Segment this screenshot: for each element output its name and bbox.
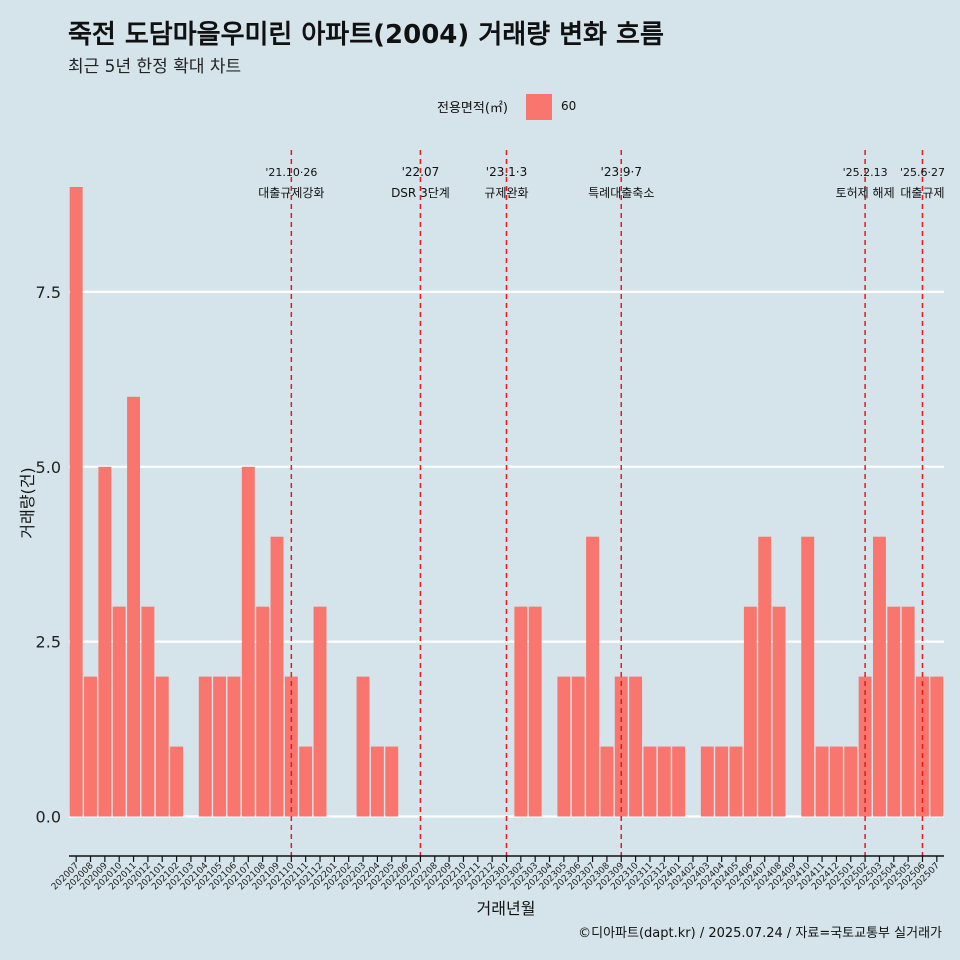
- bar: [370, 746, 384, 817]
- event-label: 규제완화: [484, 186, 528, 200]
- bar: [213, 676, 227, 817]
- bar: [299, 746, 313, 817]
- legend-key: [526, 94, 552, 120]
- chart-title: 죽전 도담마을우미린 아파트(2004) 거래량 변화 흐름: [68, 20, 664, 50]
- bar: [170, 746, 184, 817]
- bar: [155, 676, 169, 817]
- event-label: DSR 3단계: [391, 186, 450, 200]
- bar: [557, 676, 571, 817]
- bar: [643, 746, 657, 817]
- bar: [829, 746, 843, 817]
- bar: [772, 606, 786, 817]
- bar: [256, 606, 270, 817]
- event-label: 대출규제: [900, 186, 944, 200]
- bar: [198, 676, 212, 817]
- bar: [672, 746, 686, 817]
- bar: [901, 606, 915, 817]
- event-date-label: '23.9·7: [601, 165, 642, 179]
- bar: [887, 606, 901, 817]
- bar: [270, 536, 284, 817]
- bar: [600, 746, 614, 817]
- bar: [844, 746, 858, 817]
- bar: [385, 746, 399, 817]
- bar: [112, 606, 126, 817]
- caption: ©디아파트(dapt.kr) / 2025.07.24 / 자료=국토교통부 실…: [578, 926, 942, 941]
- bar: [313, 606, 327, 817]
- y-axis: 0.0 2.5 5.0 7.5: [36, 283, 61, 827]
- bar: [528, 606, 542, 817]
- bar: [758, 536, 772, 817]
- bar: [743, 606, 757, 817]
- x-axis: 2020072020082020092020102020112020122021…: [50, 855, 944, 892]
- y-tick-label: 5.0: [36, 458, 61, 477]
- bar: [657, 746, 671, 817]
- bar: [84, 676, 97, 817]
- bar: [872, 536, 886, 817]
- bar: [715, 746, 729, 817]
- bar: [571, 676, 585, 817]
- bar: [729, 746, 743, 817]
- bar: [241, 466, 255, 817]
- y-tick-label: 7.5: [36, 283, 61, 302]
- chart-subtitle: 최근 5년 한정 확대 차트: [68, 57, 242, 77]
- bar: [69, 186, 83, 817]
- event-date-label: '21.10·26: [265, 166, 317, 179]
- bar: [127, 396, 141, 817]
- bar: [141, 606, 155, 817]
- y-tick-label: 2.5: [36, 633, 61, 652]
- event-date-label: '22.07: [402, 165, 440, 179]
- bar: [700, 746, 714, 817]
- bar: [586, 536, 600, 817]
- event-date-label: '25.6·27: [900, 166, 945, 179]
- bar: [801, 536, 815, 817]
- annotations: '21.10·26 대출규제강화 '22.07 DSR 3단계 '23.1·3 규제완화 '…: [258, 150, 945, 856]
- legend: 전용면적(㎡) 60: [0, 94, 960, 120]
- x-axis-title: 거래년월: [477, 899, 536, 918]
- legend-label: 60: [561, 99, 577, 113]
- event-label: 토허제 해제: [836, 186, 895, 200]
- bar: [98, 466, 112, 817]
- bar: [356, 676, 370, 817]
- bar: [930, 676, 944, 817]
- event-label: 대출규제강화: [258, 186, 324, 200]
- event-label: 특례대출축소: [588, 186, 654, 200]
- bar: [815, 746, 829, 817]
- y-tick-label: 0.0: [36, 808, 61, 827]
- y-axis-title: 거래량(건): [18, 467, 37, 538]
- event-date-label: '25.2.13: [843, 166, 888, 179]
- bar: [514, 606, 528, 817]
- bar: [629, 676, 643, 817]
- legend-title: 전용면적(㎡): [437, 101, 508, 116]
- event-date-label: '23.1·3: [486, 165, 527, 179]
- bar: [227, 676, 241, 817]
